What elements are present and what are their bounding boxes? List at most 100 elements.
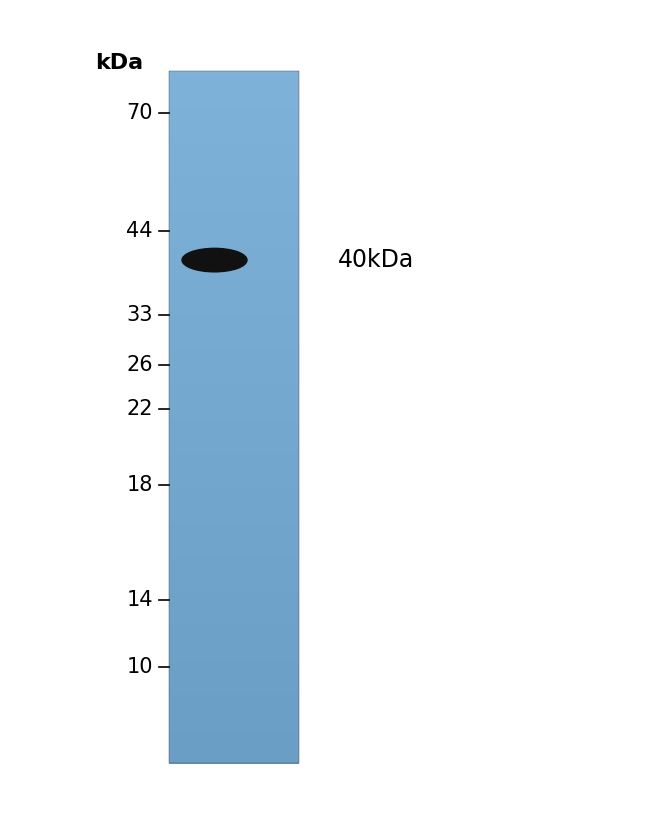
Bar <box>169 526 299 529</box>
Bar <box>169 154 299 158</box>
Bar <box>169 131 299 134</box>
Bar <box>169 602 299 605</box>
Bar <box>169 447 299 451</box>
Bar <box>169 530 299 534</box>
Bar <box>169 560 299 564</box>
Bar <box>169 496 299 499</box>
Bar <box>169 138 299 141</box>
Bar <box>169 127 299 130</box>
Bar <box>169 272 299 275</box>
Bar <box>169 311 299 315</box>
Bar <box>169 309 299 312</box>
Bar <box>169 678 299 681</box>
Bar <box>169 628 299 631</box>
Bar <box>169 729 299 732</box>
Bar <box>169 625 299 628</box>
Bar <box>169 367 299 370</box>
Bar <box>169 508 299 510</box>
Bar <box>169 634 299 638</box>
Bar <box>169 247 299 250</box>
Bar <box>169 732 299 734</box>
Bar <box>169 206 299 208</box>
Bar <box>169 302 299 305</box>
Text: 10: 10 <box>126 657 153 677</box>
Bar <box>169 752 299 755</box>
Bar <box>169 152 299 155</box>
Bar <box>169 574 299 577</box>
Bar <box>169 210 299 213</box>
Bar <box>169 674 299 676</box>
Bar <box>169 757 299 760</box>
Bar <box>169 644 299 647</box>
Bar <box>169 690 299 693</box>
Bar <box>169 484 299 487</box>
Bar <box>169 482 299 485</box>
Bar <box>169 489 299 492</box>
Bar <box>169 178 299 180</box>
Bar <box>169 701 299 705</box>
Bar <box>169 378 299 381</box>
Bar <box>169 244 299 248</box>
Bar <box>169 401 299 404</box>
Bar <box>169 212 299 216</box>
Bar <box>169 761 299 764</box>
Bar <box>169 108 299 112</box>
Bar <box>169 336 299 340</box>
Bar <box>169 87 299 91</box>
Text: kDa: kDa <box>95 53 143 73</box>
Bar <box>169 86 299 88</box>
Bar <box>169 325 299 328</box>
Bar <box>169 641 299 644</box>
Bar <box>169 274 299 278</box>
Bar <box>169 394 299 398</box>
Bar <box>169 196 299 199</box>
Bar <box>169 81 299 84</box>
Bar <box>169 369 299 373</box>
Bar <box>169 618 299 621</box>
Bar <box>169 223 299 227</box>
Bar <box>169 216 299 220</box>
Bar <box>169 166 299 169</box>
Bar <box>169 655 299 659</box>
Bar <box>169 555 299 559</box>
Bar <box>169 409 299 411</box>
Bar <box>169 335 299 337</box>
Bar <box>169 83 299 86</box>
Bar <box>169 450 299 453</box>
Bar <box>169 711 299 713</box>
Bar <box>169 422 299 425</box>
Bar <box>169 120 299 123</box>
Bar <box>169 260 299 263</box>
Bar <box>169 446 299 448</box>
Bar <box>169 475 299 478</box>
Bar <box>169 413 299 416</box>
Bar <box>169 221 299 225</box>
Bar <box>169 436 299 439</box>
Bar <box>169 505 299 508</box>
Bar <box>169 143 299 146</box>
Bar <box>169 344 299 347</box>
Bar <box>169 346 299 349</box>
Bar <box>169 471 299 473</box>
Bar <box>169 650 299 654</box>
Bar <box>169 741 299 743</box>
Bar <box>169 708 299 711</box>
Bar <box>169 295 299 299</box>
Bar <box>169 420 299 423</box>
Bar <box>169 175 299 179</box>
Bar <box>169 92 299 96</box>
Bar <box>169 76 299 79</box>
Bar <box>169 738 299 742</box>
Bar <box>169 706 299 709</box>
Bar <box>169 685 299 688</box>
Bar <box>169 466 299 469</box>
Bar <box>169 353 299 356</box>
Bar <box>169 129 299 133</box>
Bar <box>169 680 299 684</box>
Bar <box>169 104 299 107</box>
Bar <box>169 514 299 518</box>
Bar <box>169 388 299 391</box>
Bar <box>169 253 299 257</box>
Bar <box>169 219 299 222</box>
Bar <box>169 607 299 610</box>
